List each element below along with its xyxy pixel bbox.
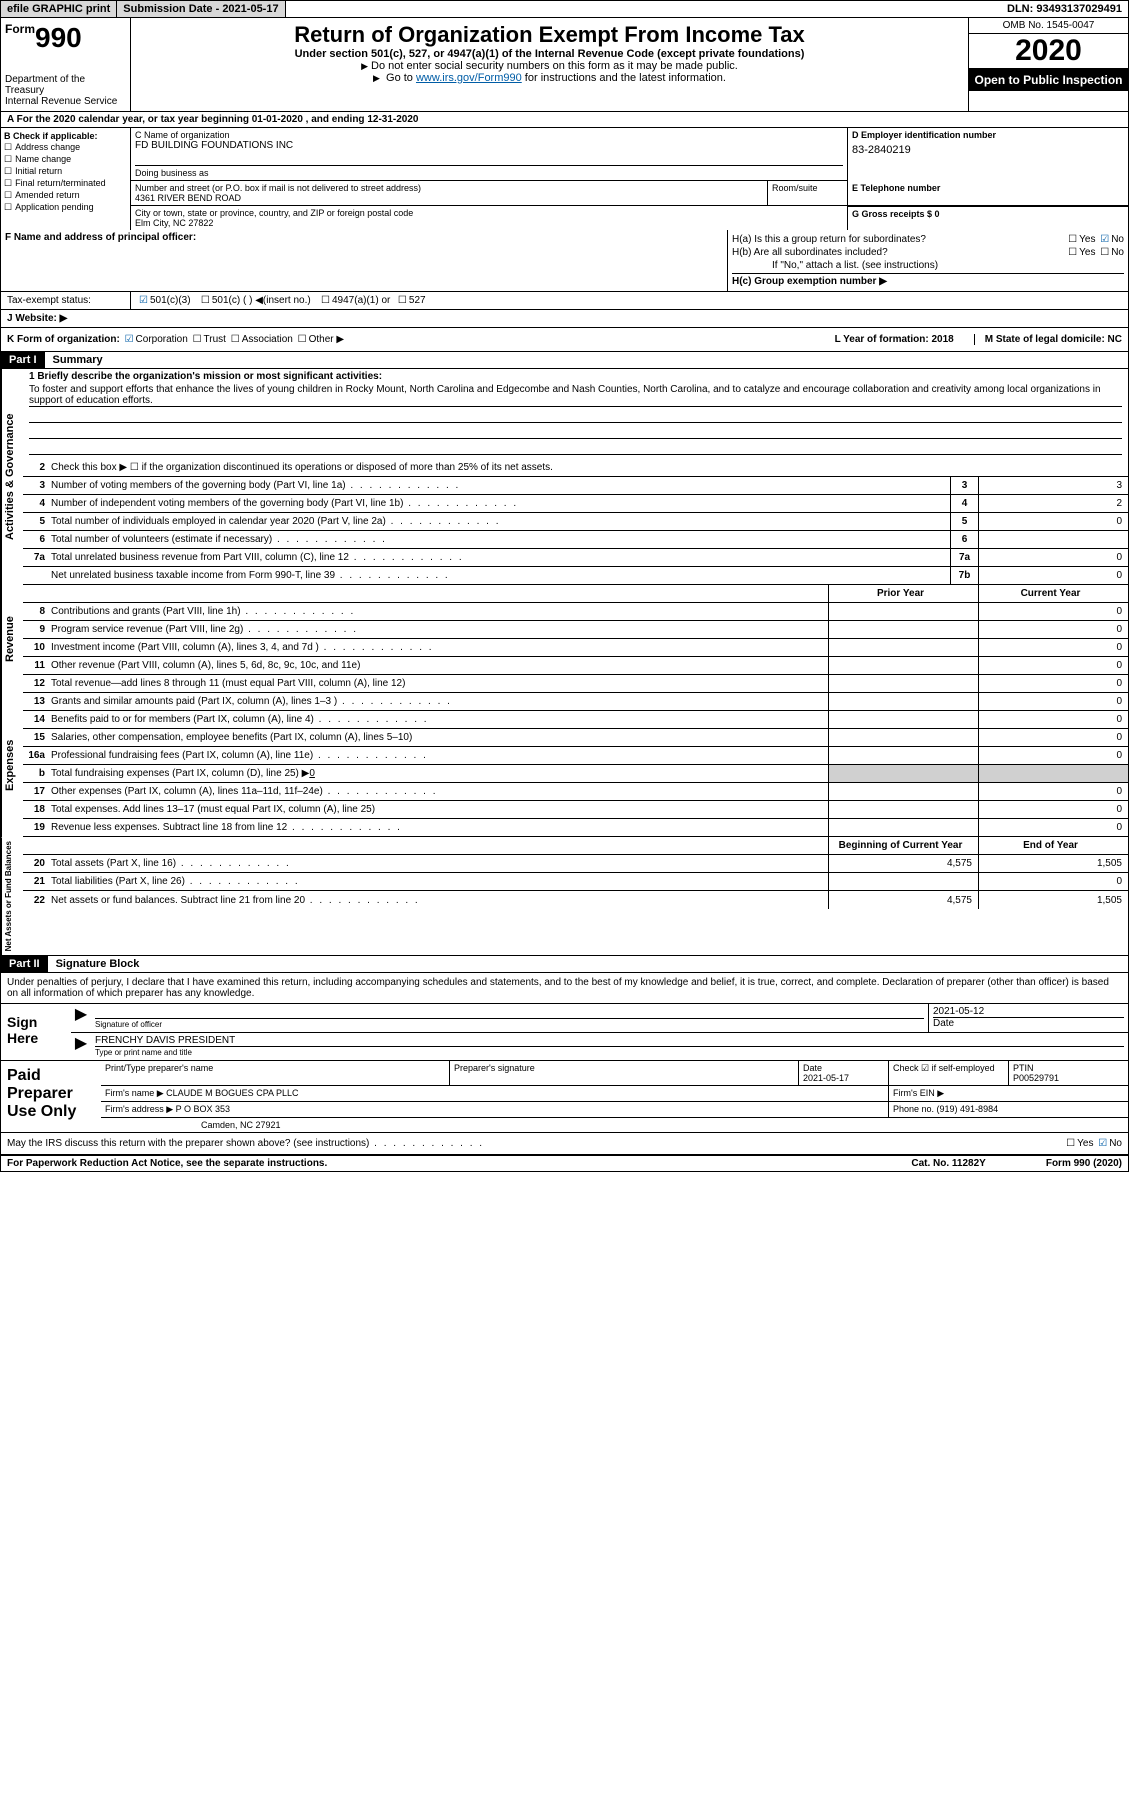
chk-name-change[interactable]: Name change (4, 154, 127, 165)
sign-here-label: Sign Here (1, 1004, 71, 1060)
chk-amended[interactable]: Amended return (4, 190, 127, 201)
chk-initial-return[interactable]: Initial return (4, 166, 127, 177)
cat-number: Cat. No. 11282Y (911, 1158, 985, 1169)
block-b-c-d: B Check if applicable: Address change Na… (0, 128, 1129, 230)
sign-date: 2021-05-12Date (928, 1004, 1128, 1032)
goto-note: Go to www.irs.gov/Form990 for instructio… (139, 72, 960, 84)
chk-501c[interactable] (199, 295, 212, 306)
vtab-activities: Activities & Governance (1, 369, 23, 585)
chk-527[interactable] (396, 295, 409, 306)
form990-link[interactable]: www.irs.gov/Form990 (416, 72, 522, 84)
firm-address2: Camden, NC 27921 (101, 1118, 1128, 1132)
omb-number: OMB No. 1545-0047 (969, 18, 1128, 34)
dept-treasury: Department of the Treasury Internal Reve… (5, 74, 126, 107)
firm-name: Firm's name ▶ CLAUDE M BOGUES CPA PLLC (101, 1086, 888, 1101)
room-suite: Room/suite (768, 181, 848, 205)
chk-4947[interactable] (319, 295, 332, 306)
tax-exempt-label: Tax-exempt status: (1, 292, 131, 309)
paid-preparer-block: Paid Preparer Use Only Print/Type prepar… (1, 1060, 1128, 1132)
tax-year: 2020 (969, 34, 1128, 69)
gross-receipts: G Gross receipts $ 0 (848, 206, 1128, 230)
form-ref: Form 990 (2020) (1046, 1158, 1122, 1169)
preparer-name: Print/Type preparer's name (101, 1061, 449, 1085)
vtab-expenses: Expenses (1, 693, 23, 837)
ssn-note: Do not enter social security numbers on … (139, 60, 960, 72)
top-bar: efile GRAPHIC print Submission Date - 20… (0, 0, 1129, 18)
chk-trust[interactable] (191, 334, 204, 345)
telephone: E Telephone number (848, 181, 1128, 205)
penalty-statement: Under penalties of perjury, I declare th… (1, 973, 1128, 1003)
org-name: FD BUILDING FOUNDATIONS INC (135, 140, 843, 151)
part1-header: Part ISummary (0, 352, 1129, 369)
signature-block: Under penalties of perjury, I declare th… (0, 973, 1129, 1156)
vtab-netassets: Net Assets or Fund Balances (1, 837, 23, 955)
paperwork-notice: For Paperwork Reduction Act Notice, see … (7, 1158, 327, 1169)
website-label: J Website: ▶ (1, 310, 73, 327)
street-address: Number and street (or P.O. box if mail i… (131, 181, 768, 205)
part2-header: Part IISignature Block (0, 956, 1129, 973)
firm-ein: Firm's EIN ▶ (888, 1086, 1128, 1101)
chk-address-change[interactable]: Address change (4, 142, 127, 153)
ein-value: 83-2840219 (852, 144, 1124, 156)
form-title: Return of Organization Exempt From Incom… (139, 22, 960, 48)
officer-signature[interactable]: Signature of officer (91, 1004, 928, 1032)
principal-officer: F Name and address of principal officer: (1, 230, 728, 291)
summary-activities: Activities & Governance 1 Briefly descri… (0, 369, 1129, 585)
chk-other[interactable] (296, 334, 309, 345)
row-f-g-h: F Name and address of principal officer:… (0, 230, 1129, 292)
group-return-section: H(a) Is this a group return for subordin… (728, 230, 1128, 291)
form-number: Form990 (5, 22, 126, 54)
org-name-box: C Name of organization FD BUILDING FOUND… (131, 128, 848, 181)
firm-phone: Phone no. (919) 491-8984 (888, 1102, 1128, 1117)
summary-netassets: Net Assets or Fund Balances Beginning of… (0, 837, 1129, 956)
ein-box: D Employer identification number 83-2840… (848, 128, 1128, 181)
row-k-l-m: K Form of organization: Corporation Trus… (0, 328, 1129, 352)
year-formation: L Year of formation: 2018 (835, 334, 954, 345)
name-arrow-icon: ▶ (71, 1033, 91, 1060)
chk-501c3[interactable] (137, 295, 150, 306)
form-subtitle: Under section 501(c), 527, or 4947(a)(1)… (139, 48, 960, 60)
chk-association[interactable] (229, 334, 242, 345)
footer: For Paperwork Reduction Act Notice, see … (0, 1156, 1129, 1172)
ptin: PTINP00529791 (1008, 1061, 1128, 1085)
col-b-checkboxes: B Check if applicable: Address change Na… (1, 128, 131, 230)
sign-arrow-icon: ▶ (71, 1004, 91, 1032)
efile-print-btn[interactable]: efile GRAPHIC print (1, 1, 117, 17)
city-state-zip: City or town, state or province, country… (131, 206, 848, 230)
chk-final-return[interactable]: Final return/terminated (4, 178, 127, 189)
vtab-revenue: Revenue (1, 585, 23, 693)
state-domicile: M State of legal domicile: NC (974, 334, 1122, 345)
firm-address: Firm's address ▶ P O BOX 353 (101, 1102, 888, 1117)
row-a-period: A For the 2020 calendar year, or tax yea… (0, 112, 1129, 128)
summary-expenses: Expenses 13Grants and similar amounts pa… (0, 693, 1129, 837)
tax-exempt-row: Tax-exempt status: 501(c)(3) 501(c) ( ) … (0, 292, 1129, 310)
paid-preparer-label: Paid Preparer Use Only (1, 1061, 101, 1132)
dln: DLN: 93493137029491 (1001, 1, 1128, 17)
discuss-question: May the IRS discuss this return with the… (7, 1136, 972, 1151)
open-to-public: Open to Public Inspection (969, 69, 1128, 91)
preparer-date: Date2021-05-17 (798, 1061, 888, 1085)
preparer-signature[interactable]: Preparer's signature (449, 1061, 798, 1085)
website-row: J Website: ▶ (0, 310, 1129, 328)
chk-app-pending[interactable]: Application pending (4, 202, 127, 213)
officer-name: FRENCHY DAVIS PRESIDENTType or print nam… (91, 1033, 1128, 1060)
summary-revenue: Revenue Prior YearCurrent Year 8Contribu… (0, 585, 1129, 693)
mission-block: 1 Briefly describe the organization's mi… (23, 369, 1128, 459)
self-employed-check[interactable]: Check ☑ if self-employed (888, 1061, 1008, 1085)
chk-corporation[interactable] (123, 334, 136, 345)
mission-text: To foster and support efforts that enhan… (29, 384, 1122, 407)
form-header: Form990 Department of the Treasury Inter… (0, 18, 1129, 112)
submission-date: Submission Date - 2021-05-17 (117, 1, 285, 17)
